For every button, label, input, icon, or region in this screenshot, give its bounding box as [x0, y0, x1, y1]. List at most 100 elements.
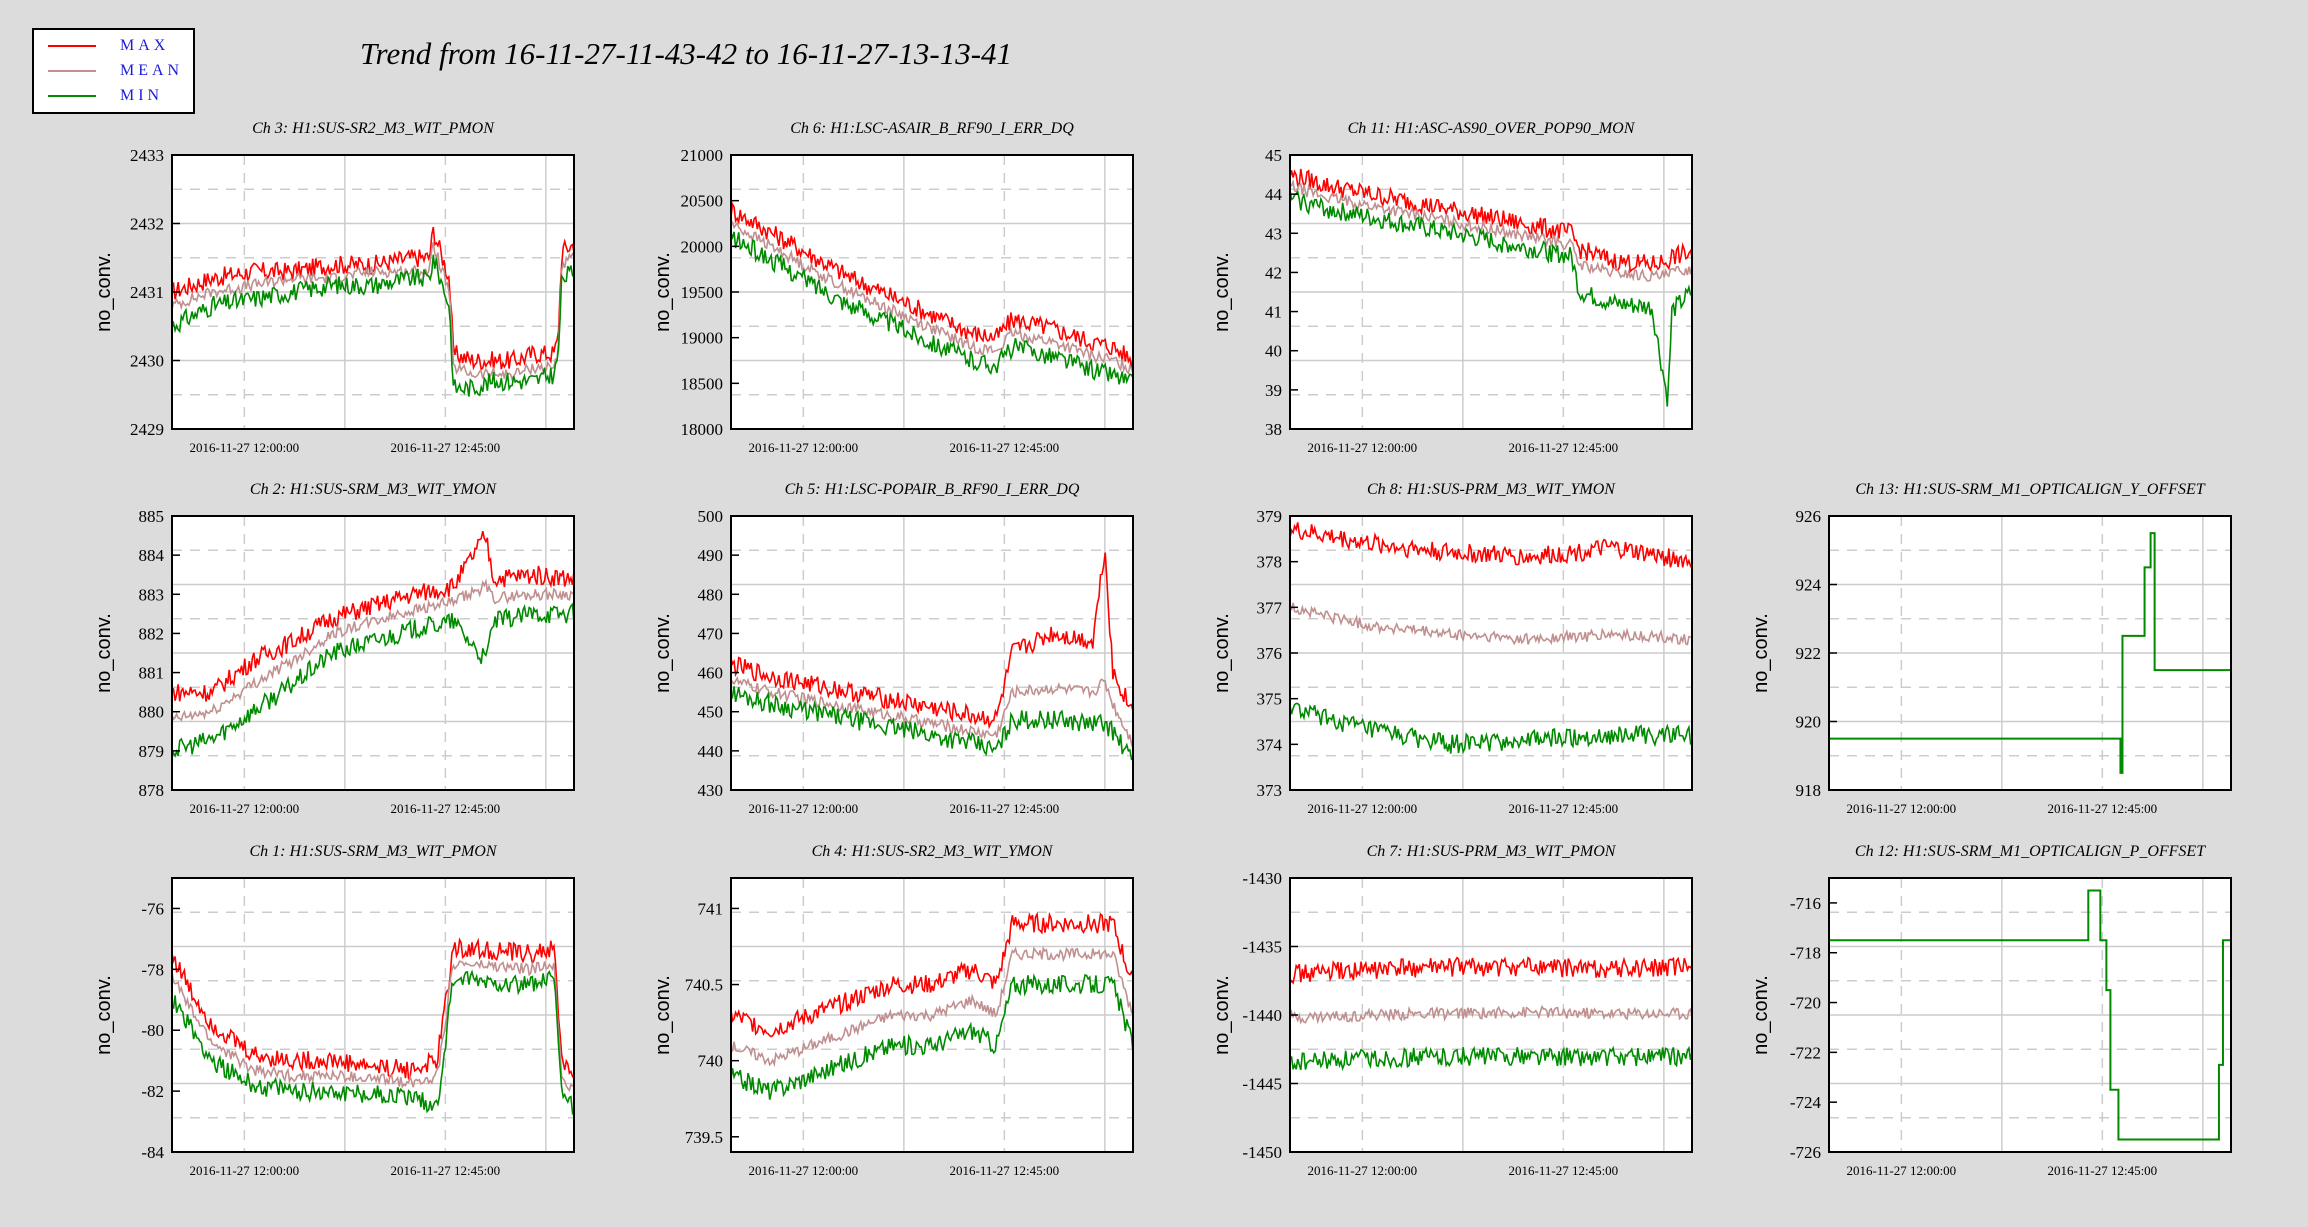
chart-title: Ch 1: H1:SUS-SRM_M3_WIT_PMON [249, 843, 497, 860]
x-tick-label: 2016-11-27 12:00:00 [749, 801, 859, 816]
chart-title: Ch 7: H1:SUS-PRM_M3_WIT_PMON [1367, 843, 1617, 860]
legend-label-mean: MEAN [120, 62, 184, 79]
y-tick-label: 20500 [681, 192, 724, 211]
series-max [730, 201, 1134, 368]
y-tick-label: 21000 [681, 146, 724, 165]
series-mean [730, 220, 1134, 375]
chart-ch6: Ch 6: H1:LSC-ASAIR_B_RF90_I_ERR_DQ 18000 1… [652, 120, 1134, 455]
series-max [171, 937, 575, 1080]
y-tick-label: 18500 [681, 374, 724, 393]
y-tick-label: -720 [1790, 994, 1821, 1013]
y-tick-label: 740.5 [685, 976, 723, 995]
y-tick-label: 470 [698, 624, 724, 643]
y-tick-label: -724 [1790, 1093, 1822, 1112]
y-tick-label: -1450 [1242, 1143, 1282, 1162]
y-tick-label: 881 [139, 664, 165, 683]
series-mean [171, 241, 575, 382]
y-tick-label: 19000 [681, 329, 724, 348]
legend-label-min: MIN [120, 87, 164, 104]
y-tick-label: 430 [698, 781, 724, 800]
x-tick-label: 2016-11-27 12:45:00 [950, 1163, 1060, 1178]
y-tick-label: 375 [1257, 690, 1283, 709]
y-tick-label: -84 [141, 1143, 164, 1162]
y-tick-label: -722 [1790, 1043, 1821, 1062]
y-tick-label: 44 [1265, 185, 1283, 204]
y-tick-label: 41 [1265, 303, 1282, 322]
y-tick-label: 18000 [681, 420, 724, 439]
y-axis-label: no_conv. [93, 613, 115, 693]
y-tick-label: -76 [141, 899, 164, 918]
y-tick-label: 922 [1796, 644, 1822, 663]
y-tick-label: 45 [1265, 146, 1282, 165]
y-tick-label: 377 [1257, 598, 1283, 617]
chart-title: Ch 6: H1:LSC-ASAIR_B_RF90_I_ERR_DQ [790, 120, 1074, 137]
x-tick-label: 2016-11-27 12:45:00 [1509, 1163, 1619, 1178]
y-tick-label: 884 [139, 546, 165, 565]
series-min [171, 254, 575, 397]
series-mean [730, 675, 1134, 749]
y-tick-label: 379 [1257, 507, 1283, 526]
chart-title: Ch 11: H1:ASC-AS90_OVER_POP90_MON [1348, 120, 1636, 137]
series-min [171, 602, 575, 758]
y-axis-label: no_conv. [1211, 613, 1233, 693]
y-tick-label: 376 [1257, 644, 1283, 663]
x-tick-label: 2016-11-27 12:00:00 [1847, 801, 1957, 816]
legend-item-max: MAX [34, 34, 193, 58]
series-max [1289, 956, 1693, 985]
y-tick-label: 373 [1257, 781, 1283, 800]
y-tick-label: 879 [139, 742, 165, 761]
y-tick-label: 918 [1796, 781, 1822, 800]
x-tick-label: 2016-11-27 12:45:00 [950, 440, 1060, 455]
chart-title: Ch 4: H1:SUS-SR2_M3_WIT_YMON [812, 843, 1054, 860]
y-axis-label: no_conv. [93, 252, 115, 332]
series-min [1289, 189, 1693, 407]
y-tick-label: 38 [1265, 420, 1282, 439]
series-min [1289, 702, 1693, 755]
series-min [730, 973, 1134, 1100]
y-tick-label: 40 [1265, 342, 1282, 361]
legend-swatch-min [48, 95, 96, 97]
y-tick-label: -1440 [1242, 1006, 1282, 1025]
chart-title: Ch 8: H1:SUS-PRM_M3_WIT_YMON [1367, 481, 1616, 498]
y-tick-label: 378 [1257, 553, 1283, 572]
chart-title: Ch 12: H1:SUS-SRM_M1_OPTICALIGN_P_OFFSET [1855, 843, 2206, 860]
y-tick-label: -80 [141, 1021, 164, 1040]
chart-ch4: Ch 4: H1:SUS-SR2_M3_WIT_YMON 739.5 740 740.… [652, 843, 1134, 1178]
y-tick-label: 460 [698, 664, 724, 683]
y-tick-label: 19500 [681, 283, 724, 302]
y-tick-label: 926 [1796, 507, 1822, 526]
y-tick-label: 480 [698, 585, 724, 604]
y-axis-label: no_conv. [652, 252, 674, 332]
series-mean [1289, 602, 1693, 646]
plot-frame [171, 515, 575, 791]
series-max [1289, 168, 1693, 274]
series-max [171, 531, 575, 702]
x-tick-label: 2016-11-27 12:00:00 [1308, 1163, 1418, 1178]
x-tick-label: 2016-11-27 12:45:00 [2048, 801, 2158, 816]
x-tick-label: 2016-11-27 12:45:00 [1509, 440, 1619, 455]
chart-ch2: Ch 2: H1:SUS-SRM_M3_WIT_YMON 878 879 880 881… [93, 481, 575, 816]
series-max [730, 911, 1134, 1038]
y-tick-label: -1445 [1242, 1075, 1282, 1094]
y-axis-label: no_conv. [1750, 975, 1772, 1055]
x-tick-label: 2016-11-27 12:00:00 [749, 1163, 859, 1178]
series-max [730, 552, 1134, 730]
y-tick-label: 740 [698, 1052, 724, 1071]
series-min [730, 231, 1134, 385]
chart-title: Ch 2: H1:SUS-SRM_M3_WIT_YMON [250, 481, 498, 498]
y-tick-label: 2432 [130, 215, 164, 234]
series-min [1289, 1045, 1693, 1072]
y-tick-label: 920 [1796, 713, 1822, 732]
y-tick-label: -78 [141, 960, 164, 979]
plot-frame [1289, 154, 1693, 430]
chart-ch12: Ch 12: H1:SUS-SRM_M1_OPTICALIGN_P_OFFSET… [1750, 843, 2232, 1178]
x-tick-label: 2016-11-27 12:00:00 [190, 440, 300, 455]
plot-frame [730, 515, 1134, 791]
chart-ch7: Ch 7: H1:SUS-PRM_M3_WIT_PMON -1450 -1445 -1… [1211, 843, 1693, 1178]
y-tick-label: -1435 [1242, 938, 1282, 957]
x-tick-label: 2016-11-27 12:45:00 [391, 440, 501, 455]
series-min [171, 969, 575, 1116]
main-title: Trend from 16-11-27-11-43-42 to 16-11-27… [360, 36, 1013, 71]
legend-item-min: MIN [34, 84, 193, 108]
x-tick-label: 2016-11-27 12:45:00 [391, 801, 501, 816]
